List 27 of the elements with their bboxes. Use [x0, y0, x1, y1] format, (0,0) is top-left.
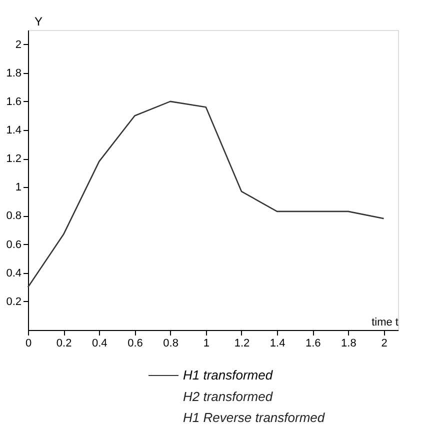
x-axis-title: time t: [372, 316, 398, 328]
x-tick-label: 2: [381, 338, 388, 350]
y-tick-label: 0.8: [6, 210, 22, 222]
x-tick-label: 1.6: [305, 338, 321, 350]
x-tick-label: 1.8: [341, 338, 356, 350]
x-tick-label: 1: [203, 338, 210, 350]
y-tick-label: 0.4: [6, 267, 22, 280]
text: H2 transformed: [183, 389, 274, 404]
y-tick-label: 1: [15, 182, 22, 194]
x-tick-label: 0: [25, 338, 32, 350]
line-series: [27, 100, 384, 288]
x-tick-label: 1.4: [270, 338, 286, 350]
y-tick-label: 1.8: [6, 67, 22, 80]
y-tick-label: 1.4: [6, 124, 22, 136]
text: H1 Reverse transformed: [183, 410, 326, 425]
x-tick-label: 0.8: [163, 338, 178, 350]
y-axis-title: Y: [34, 14, 43, 28]
y-tick-label: 2: [15, 38, 22, 51]
y-tick-label: 1.2: [6, 153, 22, 166]
y-tick-label: 0.2: [6, 296, 22, 308]
y-tick-label: 1.6: [6, 96, 22, 108]
x-tick-label: 0.4: [92, 338, 108, 350]
x-tick-label: 1.2: [234, 338, 250, 350]
x-tick-label: 0.2: [56, 338, 72, 350]
y-tick-label: 0.6: [6, 238, 22, 251]
x-tick-label: 0.6: [128, 338, 143, 350]
legend-label: H1 transformed: [183, 368, 274, 382]
